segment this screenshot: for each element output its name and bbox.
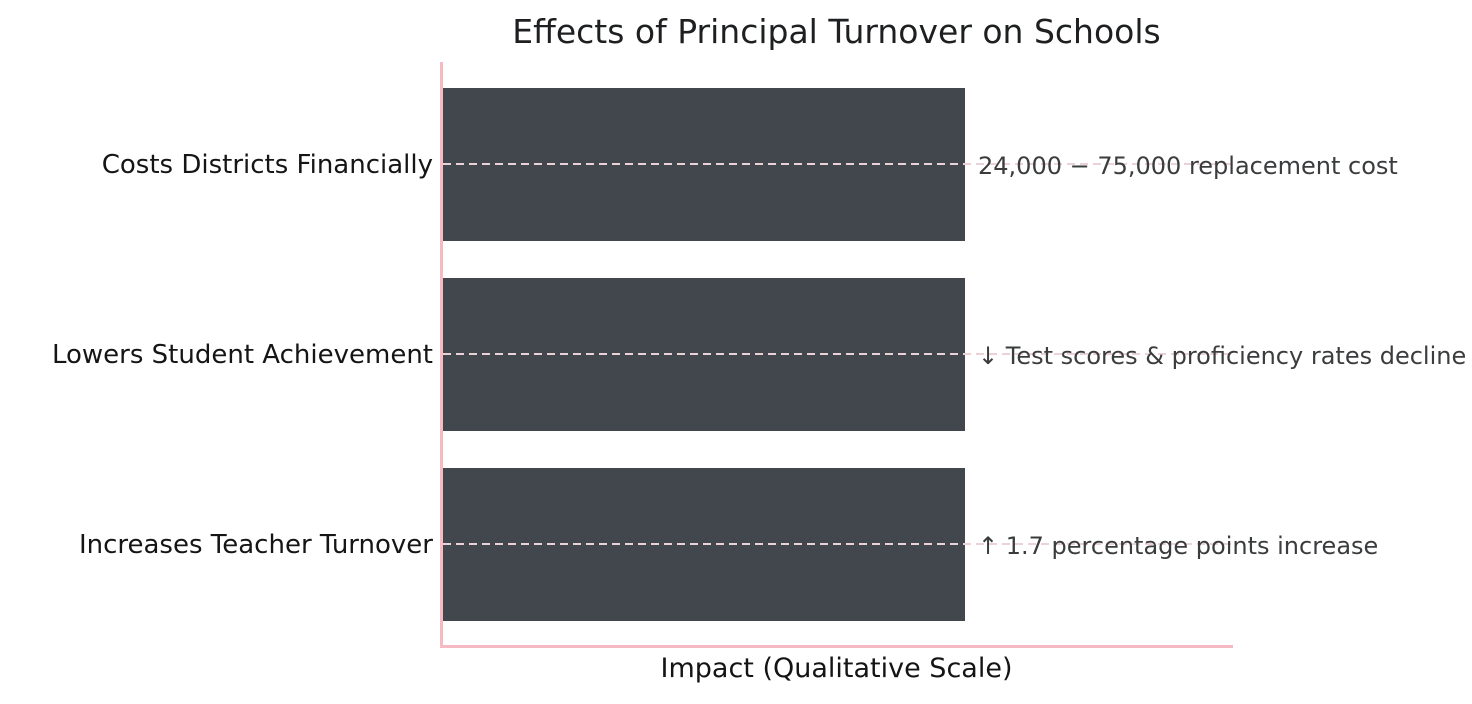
dashed-leader-line (443, 543, 1231, 545)
chart-title: Effects of Principal Turnover on Schools (512, 12, 1161, 51)
plot-area (440, 62, 1233, 648)
dashed-leader-line (443, 163, 1231, 165)
ytick-label-student-achievement: Lowers Student Achievement (51, 340, 433, 370)
annotation-test-scores: ↓ Test scores & proficiency rates declin… (978, 342, 1467, 370)
ytick-label-costs-districts: Costs Districts Financially (101, 150, 433, 180)
ytick-label-teacher-turnover: Increases Teacher Turnover (78, 530, 433, 560)
dashed-leader-line (443, 353, 1231, 355)
annotation-replacement-cost: 24,000 − 75,000 replacement cost (978, 152, 1398, 180)
annotation-percentage-points: ↑ 1.7 percentage points increase (978, 532, 1379, 560)
xaxis-label: Impact (Qualitative Scale) (660, 653, 1013, 684)
